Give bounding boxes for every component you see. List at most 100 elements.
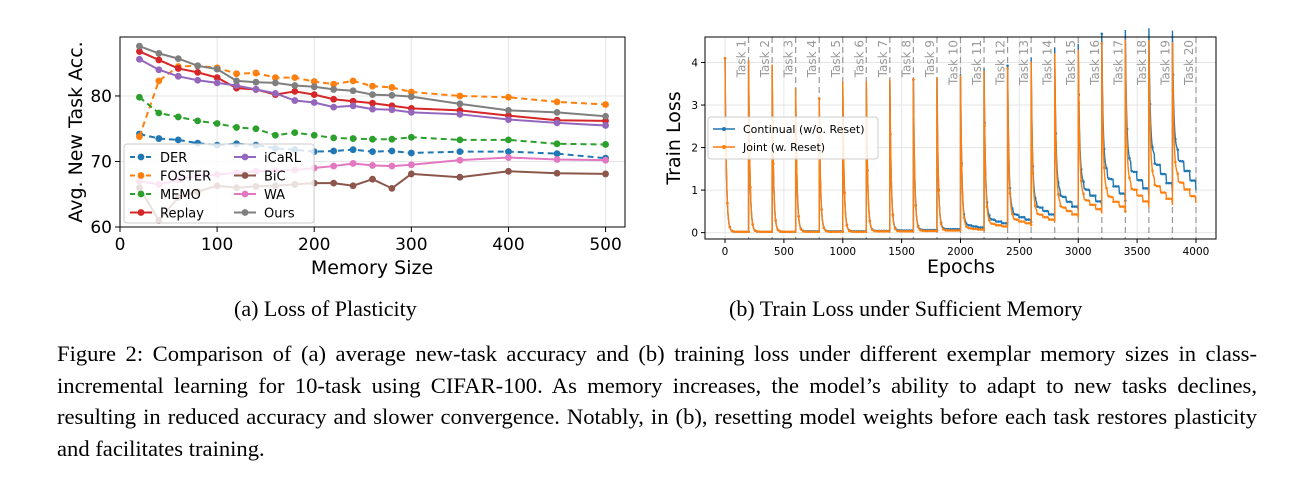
chart-a-point-foster xyxy=(505,93,512,101)
chart-b-task-label: Task 2 xyxy=(758,40,772,78)
chart-b-point-joint xyxy=(889,133,892,136)
chart-b-point-joint xyxy=(1125,145,1129,148)
chart-a-frame xyxy=(119,36,626,228)
chart-a-legend-label: FOSTER xyxy=(160,170,211,185)
chart-a-point-ours xyxy=(553,108,561,116)
chart-b-point-joint xyxy=(1041,213,1044,217)
chart-b-point-joint xyxy=(990,222,994,225)
chart-b-point-joint xyxy=(946,229,950,232)
chart-a-point-ours xyxy=(388,91,396,99)
chart-b-xtick-label: 4000 xyxy=(1183,246,1210,258)
chart-b-point-continual xyxy=(1089,194,1092,197)
chart-a-point-memo xyxy=(194,117,202,125)
chart-b-point-joint xyxy=(1033,204,1037,208)
chart-b-point-joint xyxy=(972,227,975,231)
chart-b-point-joint xyxy=(1066,209,1069,213)
chart-b-task-label: Task 11 xyxy=(970,40,984,86)
chart-b-point-joint xyxy=(765,230,769,234)
chart-b-point-joint xyxy=(1054,141,1058,145)
chart-a-point-foster xyxy=(349,77,357,85)
chart-b-point-joint xyxy=(733,230,736,233)
chart-b-point-joint xyxy=(887,230,890,233)
chart-a-legend-label: Ours xyxy=(264,207,295,222)
chart-b-point-joint xyxy=(1063,206,1067,209)
chart-b-point-joint xyxy=(836,230,840,234)
chart-b-task-label: Task 8 xyxy=(899,40,913,78)
chart-b-xtick-label: 3500 xyxy=(1124,246,1151,258)
chart-b-point-continual xyxy=(1082,180,1085,183)
chart-b-point-joint xyxy=(827,230,830,233)
chart-b-point-joint xyxy=(985,205,989,209)
chart-b-point-joint xyxy=(859,230,863,234)
chart-b-point-joint xyxy=(735,230,739,234)
chart-b-task-label: Task 14 xyxy=(1041,40,1055,86)
chart-a-point-bic xyxy=(602,170,609,178)
chart-b-point-joint xyxy=(832,230,835,234)
chart-b-task-label: Task 7 xyxy=(876,40,890,78)
chart-b-ytick-label: 0 xyxy=(691,228,698,240)
chart-b-point-continual xyxy=(997,220,1001,223)
chart-b-point-joint xyxy=(939,222,943,226)
chart-b-point-joint xyxy=(1155,184,1159,188)
chart-b-point-continual xyxy=(1050,213,1054,216)
chart-a-legend-marker xyxy=(137,190,145,198)
chart-a-point-replay xyxy=(330,95,338,103)
chart-b-point-joint xyxy=(790,230,794,234)
chart-a-ylabel: Avg. New Task Acc. xyxy=(65,41,87,222)
chart-b-point-joint xyxy=(1130,187,1134,191)
chart-b-point-joint xyxy=(903,230,906,233)
chart-a-point-der xyxy=(505,148,512,156)
chart-b-point-joint xyxy=(847,229,851,233)
chart-a-point-icarl xyxy=(388,106,396,114)
chart-b-point-joint xyxy=(749,186,752,189)
chart-a-point-foster xyxy=(456,92,464,100)
chart-a-point-der xyxy=(155,135,163,142)
chart-b-point-continual xyxy=(1135,170,1138,174)
chart-b-point-joint xyxy=(829,230,833,234)
chart-a-point-ours xyxy=(407,93,415,101)
chart-a-point-wa xyxy=(602,156,609,164)
chart-b-point-continual xyxy=(1137,178,1141,182)
chart-b-point-continual xyxy=(1015,213,1019,217)
chart-b-point-continual xyxy=(1038,206,1042,209)
chart-b-point-continual xyxy=(1045,209,1049,213)
chart-b-point-joint xyxy=(723,56,727,60)
chart-a-point-icarl xyxy=(155,66,163,74)
chart-b-point-joint xyxy=(779,230,782,233)
chart-a-legend-label: MEMO xyxy=(160,188,201,203)
chart-a-ytick-label: 60 xyxy=(90,218,112,238)
chart-b-point-joint xyxy=(1031,171,1035,175)
chart-a-point-icarl xyxy=(291,97,299,104)
chart-b-point-joint xyxy=(841,230,845,234)
chart-b-point-joint xyxy=(1043,215,1046,219)
chart-a-point-bic xyxy=(388,184,396,192)
chart-a-point-memo xyxy=(174,113,182,121)
chart-b-point-continual xyxy=(1167,181,1171,185)
chart-b-point-joint xyxy=(1169,197,1173,201)
chart-a-point-memo xyxy=(553,140,561,148)
chart-a-legend-marker xyxy=(241,172,249,179)
chart-a-point-memo xyxy=(213,120,221,127)
chart-b-point-joint xyxy=(949,229,952,232)
chart-b-point-joint xyxy=(1011,212,1014,216)
subfigure-b-caption: (b) Train Loss under Sufficient Memory xyxy=(729,296,1083,321)
chart-b-point-continual xyxy=(1061,195,1065,199)
chart-a-point-wa xyxy=(505,154,512,161)
chart-b-point-joint xyxy=(1190,194,1194,198)
chart-b-legend-marker xyxy=(722,127,726,131)
chart-b-point-continual xyxy=(1107,177,1111,180)
chart-a-point-replay xyxy=(194,68,202,76)
chart-b-point-joint xyxy=(822,226,826,230)
chart-b-point-continual xyxy=(1132,170,1136,174)
chart-b-point-joint xyxy=(937,189,941,193)
chart-b-xtick-label: 1000 xyxy=(829,246,856,258)
chart-b-point-joint xyxy=(760,230,764,234)
chart-b-point-continual xyxy=(992,218,996,222)
chart-b-task-label: Task 5 xyxy=(829,40,843,78)
chart-a-point-wa xyxy=(407,161,415,169)
chart-a: 0 100 200 300 400 500 60 70 80 Memory Size Avg. … xyxy=(65,36,626,279)
chart-b-point-continual xyxy=(1073,205,1077,208)
chart-b-point-joint xyxy=(763,230,766,234)
chart-b-point-joint xyxy=(813,230,817,234)
chart-a-point-icarl xyxy=(330,103,338,111)
